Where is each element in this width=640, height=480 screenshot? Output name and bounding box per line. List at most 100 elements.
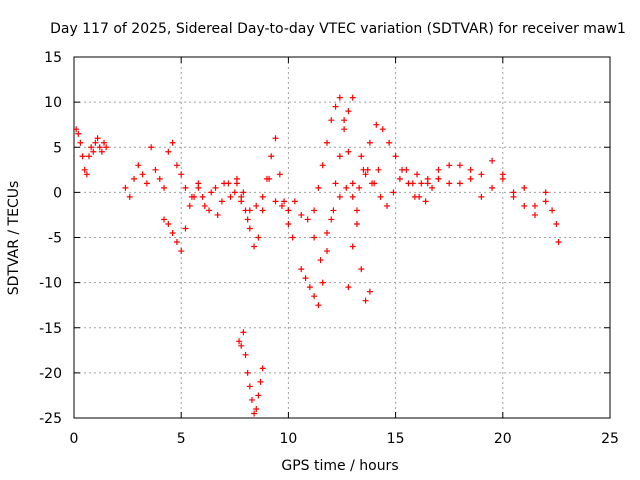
data-point xyxy=(259,193,266,200)
data-point xyxy=(358,266,365,273)
data-point xyxy=(98,148,105,155)
x-tick-label: 0 xyxy=(70,431,79,447)
data-point xyxy=(291,198,298,205)
x-tick-label: 20 xyxy=(494,431,512,447)
data-point xyxy=(349,180,356,187)
data-point xyxy=(182,184,189,191)
data-point xyxy=(96,144,103,151)
data-point xyxy=(366,139,373,146)
data-point xyxy=(165,220,172,227)
data-point xyxy=(83,171,90,178)
data-point xyxy=(345,108,352,115)
data-point xyxy=(384,202,391,209)
data-point xyxy=(238,193,245,200)
data-point xyxy=(510,189,517,196)
data-point xyxy=(246,383,253,390)
data-point xyxy=(553,220,560,227)
x-tick-label: 5 xyxy=(177,431,186,447)
data-point xyxy=(349,94,356,101)
data-point xyxy=(253,202,260,209)
data-point xyxy=(341,117,348,124)
data-point xyxy=(221,180,228,187)
data-point xyxy=(73,126,80,133)
data-point xyxy=(323,229,330,236)
data-point xyxy=(122,184,129,191)
data-point xyxy=(315,184,322,191)
chart-title: Day 117 of 2025, Sidereal Day-to-day VTE… xyxy=(50,21,626,37)
data-point xyxy=(396,175,403,182)
data-point xyxy=(272,198,279,205)
y-tick-label: -25 xyxy=(39,411,62,427)
data-point xyxy=(86,153,93,160)
data-point xyxy=(332,103,339,110)
data-point xyxy=(341,126,348,133)
y-tick-label: 10 xyxy=(44,95,62,111)
data-point xyxy=(227,193,234,200)
data-point xyxy=(233,180,240,187)
data-point xyxy=(304,216,311,223)
data-point xyxy=(364,166,371,173)
data-point xyxy=(231,189,238,196)
data-point xyxy=(478,171,485,178)
data-point xyxy=(242,351,249,358)
data-point xyxy=(311,293,318,300)
data-point xyxy=(244,369,251,376)
data-point xyxy=(257,378,264,385)
data-point xyxy=(188,193,195,200)
data-point xyxy=(248,396,255,403)
y-tick-label: -10 xyxy=(39,276,62,292)
data-point xyxy=(251,243,258,250)
data-point xyxy=(319,162,326,169)
data-point xyxy=(549,207,556,214)
data-point xyxy=(416,193,423,200)
data-point xyxy=(302,275,309,282)
data-point xyxy=(362,171,369,178)
data-point xyxy=(214,211,221,218)
data-point xyxy=(285,220,292,227)
data-point xyxy=(311,207,318,214)
data-point xyxy=(521,202,528,209)
data-point xyxy=(358,153,365,160)
data-point xyxy=(246,225,253,232)
data-point xyxy=(311,234,318,241)
data-point xyxy=(435,175,442,182)
data-point xyxy=(336,94,343,101)
data-point xyxy=(242,207,249,214)
data-point xyxy=(306,284,313,291)
data-point xyxy=(161,184,168,191)
y-tick-label: 15 xyxy=(44,50,62,66)
data-point xyxy=(499,171,506,178)
data-point xyxy=(332,180,339,187)
data-point xyxy=(169,229,176,236)
data-point xyxy=(446,162,453,169)
data-point xyxy=(253,405,260,412)
data-point xyxy=(489,157,496,164)
data-point xyxy=(81,166,88,173)
y-tick-label: -20 xyxy=(39,366,62,382)
data-point xyxy=(435,166,442,173)
data-point xyxy=(328,216,335,223)
data-point xyxy=(103,144,110,151)
data-point xyxy=(542,198,549,205)
data-point xyxy=(212,184,219,191)
data-point xyxy=(315,302,322,309)
data-point xyxy=(349,193,356,200)
data-point xyxy=(403,166,410,173)
data-point xyxy=(467,175,474,182)
data-points-layer xyxy=(73,94,562,417)
data-point xyxy=(456,180,463,187)
x-tick-label: 15 xyxy=(387,431,405,447)
y-tick-label: 0 xyxy=(53,185,62,201)
y-tick-label: -5 xyxy=(48,231,62,247)
data-point xyxy=(148,144,155,151)
grid-layer xyxy=(74,57,610,418)
data-point xyxy=(201,202,208,209)
x-axis-label: GPS time / hours xyxy=(281,458,398,474)
y-tick-label: -15 xyxy=(39,321,62,337)
data-point xyxy=(345,284,352,291)
data-point xyxy=(531,202,538,209)
data-point xyxy=(238,342,245,349)
data-point xyxy=(354,207,361,214)
data-point xyxy=(94,135,101,142)
data-point xyxy=(88,144,95,151)
